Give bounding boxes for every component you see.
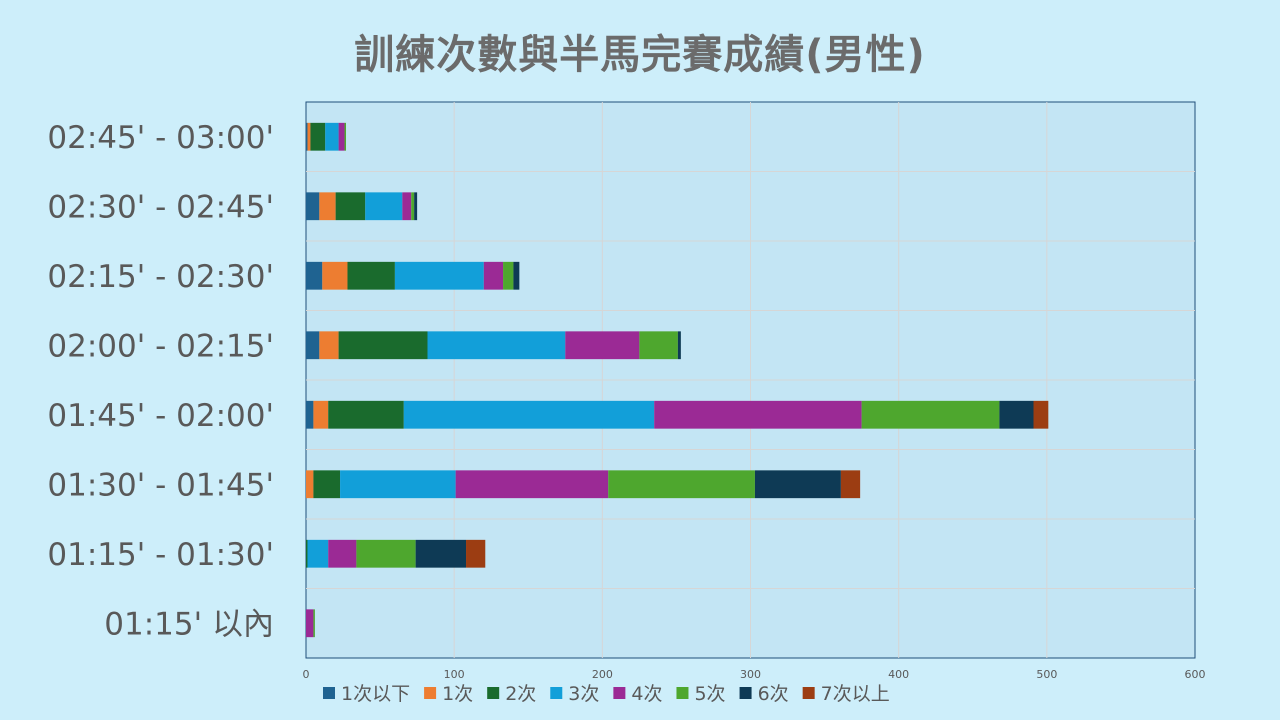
bar-segment: [306, 192, 320, 221]
bar-segment: [313, 470, 341, 499]
legend-swatch: [613, 687, 626, 699]
legend-label: 4次: [631, 683, 662, 705]
bar-segment: [503, 261, 514, 290]
bar-segment: [861, 400, 1000, 429]
bar-segment: [754, 470, 841, 499]
bar-segment: [840, 470, 861, 499]
legend-label: 3次: [568, 683, 599, 705]
bar-segment: [306, 400, 314, 429]
category-label: 01:45' - 02:00': [47, 398, 274, 434]
bar-segment: [1033, 400, 1049, 429]
bar-segment: [999, 400, 1034, 429]
bar-segment: [338, 122, 345, 151]
bar-segment: [335, 192, 366, 221]
bar-segment: [328, 539, 357, 568]
bar-segment: [411, 192, 415, 221]
x-tick-label: 0: [303, 668, 310, 681]
bar-segment: [313, 609, 315, 638]
legend-label: 5次: [694, 683, 725, 705]
x-tick-label: 500: [1036, 668, 1057, 681]
legend-swatch: [802, 687, 815, 699]
legend-label: 6次: [758, 683, 789, 705]
bar-segment: [306, 470, 314, 499]
bar-segment: [455, 470, 609, 499]
bar-segment: [306, 331, 320, 360]
bar-segment: [306, 539, 308, 568]
legend-swatch: [676, 687, 689, 699]
bar-segment: [677, 331, 681, 360]
x-tick-label: 200: [592, 668, 613, 681]
category-label: 02:15' - 02:30': [47, 259, 274, 295]
legend-swatch: [424, 687, 437, 699]
gridlines: [306, 102, 1195, 658]
bar-segment: [319, 192, 336, 221]
bar-segment: [306, 609, 314, 638]
x-tick-label: 400: [888, 668, 909, 681]
x-tick-label: 100: [444, 668, 465, 681]
bar-segment: [403, 400, 655, 429]
bar-segment: [365, 192, 403, 221]
bar-segment: [415, 539, 467, 568]
bar-segment: [319, 331, 339, 360]
legend-label: 7次以上: [821, 683, 890, 705]
category-label: 02:30' - 02:45': [47, 189, 274, 225]
x-tick-label: 300: [740, 668, 761, 681]
category-label: 01:30' - 01:45': [47, 467, 274, 503]
bar-segment: [325, 122, 339, 151]
legend-label: 1次: [442, 683, 473, 705]
bar-segment: [565, 331, 640, 360]
bar-segment: [427, 331, 566, 360]
bar-segment: [483, 261, 504, 290]
bar-segment: [310, 122, 326, 151]
bar-segment: [402, 192, 412, 221]
legend-swatch: [487, 687, 500, 699]
bar-segment: [307, 122, 311, 151]
bar-segment: [513, 261, 520, 290]
bar-segment: [338, 331, 428, 360]
category-label: 01:15' - 01:30': [47, 537, 274, 573]
bar-segment: [344, 122, 347, 151]
bar-segment: [347, 261, 395, 290]
bar-segment: [466, 539, 486, 568]
bar-segment: [313, 400, 329, 429]
bar-segment: [639, 331, 678, 360]
x-tick-label: 600: [1185, 668, 1206, 681]
legend-swatch: [323, 687, 335, 699]
x-tick-labels: 0 100 200 300 400 500 600: [303, 668, 1206, 681]
legend-swatch: [550, 687, 563, 699]
bar-segment: [356, 539, 416, 568]
category-label: 02:45' - 03:00': [47, 120, 274, 156]
bar-segment: [328, 400, 404, 429]
bar-segment: [340, 470, 456, 499]
legend-label: 2次: [505, 683, 536, 705]
legend-label: 1次以下: [341, 683, 410, 705]
bars: [306, 122, 1049, 638]
category-label: 01:15' 以內: [104, 606, 274, 642]
legend: 1次以下 1次 2次 3次 4次 5次 6次 7次以上: [323, 683, 890, 705]
bar-segment: [322, 261, 348, 290]
category-labels: 02:45' - 03:00' 02:30' - 02:45' 02:15' - 0…: [47, 120, 274, 643]
bar-segment: [654, 400, 862, 429]
bar-segment: [414, 192, 418, 221]
bar-segment: [306, 122, 308, 151]
bar-segment: [608, 470, 755, 499]
bar-segment: [307, 539, 329, 568]
chart-title: 訓練次數與半馬完賽成績(男性): [354, 32, 926, 78]
category-label: 02:00' - 02:15': [47, 328, 274, 364]
bar-segment: [306, 261, 323, 290]
legend-swatch: [739, 687, 752, 699]
bar-segment: [394, 261, 484, 290]
